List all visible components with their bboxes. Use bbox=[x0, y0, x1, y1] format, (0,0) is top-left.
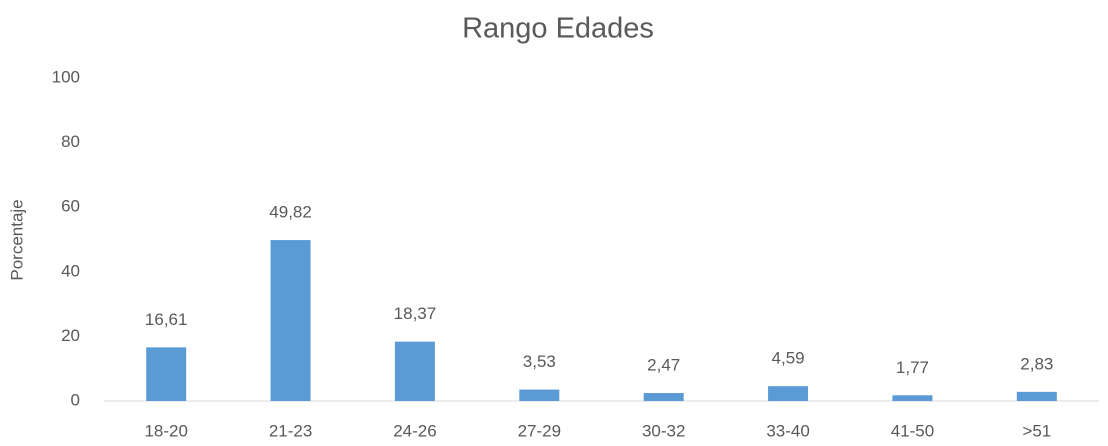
x-tick-label: 27-29 bbox=[518, 421, 561, 440]
x-tick-label: 33-40 bbox=[766, 421, 809, 440]
data-label: 2,47 bbox=[647, 356, 680, 375]
data-label: 16,61 bbox=[145, 310, 188, 329]
data-label: 49,82 bbox=[269, 203, 312, 222]
x-tick-label: 24-26 bbox=[393, 421, 436, 440]
bar bbox=[1016, 391, 1057, 401]
data-label: 4,59 bbox=[772, 349, 805, 368]
bar bbox=[643, 393, 684, 401]
bar bbox=[768, 386, 809, 401]
bar bbox=[146, 347, 187, 401]
data-label: 18,37 bbox=[394, 304, 437, 323]
x-tick-label: 30-32 bbox=[642, 421, 685, 440]
bar bbox=[892, 395, 933, 401]
x-tick-label: >51 bbox=[1022, 421, 1051, 440]
y-tick-label: 60 bbox=[61, 197, 80, 216]
bar bbox=[270, 240, 311, 401]
x-tick-label: 41-50 bbox=[891, 421, 934, 440]
bar bbox=[394, 341, 435, 401]
data-label: 3,53 bbox=[523, 352, 556, 371]
data-label: 1,77 bbox=[896, 358, 929, 377]
y-tick-label: 100 bbox=[52, 67, 80, 86]
data-label: 2,83 bbox=[1020, 354, 1053, 373]
chart-title: Rango Edades bbox=[462, 13, 654, 45]
y-tick-label: 40 bbox=[61, 261, 80, 280]
y-axis-label: Porcentaje bbox=[7, 199, 26, 280]
y-tick-label: 0 bbox=[71, 390, 80, 409]
y-tick-label: 20 bbox=[61, 326, 80, 345]
x-tick-label: 21-23 bbox=[269, 421, 312, 440]
bar bbox=[519, 389, 560, 401]
x-tick-label: 18-20 bbox=[144, 421, 187, 440]
y-tick-label: 80 bbox=[61, 132, 80, 151]
